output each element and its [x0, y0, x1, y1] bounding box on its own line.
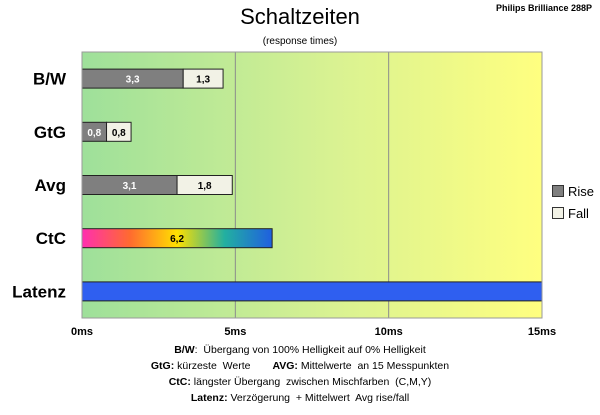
note-gtg-text: kürzeste Werte [174, 360, 251, 372]
note-latenz: Latenz: Verzögerung + Mittelwert Avg ris… [0, 392, 600, 404]
bar-fall-2 [176, 175, 233, 195]
note-ctc: CtC: längster Übergang zwischen Mischfar… [0, 376, 600, 388]
note-bw: B/W: Übergang von 100% Helligkeit auf 0%… [0, 344, 600, 356]
note-gtg-key: GtG: [150, 360, 175, 372]
chart-title: Schaltzeiten [240, 4, 360, 29]
category-label-4: Latenz [12, 282, 66, 301]
data-label-rise-0: 3,3 [126, 75, 140, 86]
data-label-rise-2: 3,1 [123, 181, 137, 192]
note-avg-key: AVG: [272, 360, 298, 372]
note-bw-text: : Übergang von 100% Helligkeit auf 0% He… [194, 344, 426, 356]
x-tick-label-10: 10ms [375, 326, 403, 338]
data-label-fall-0: 1,3 [196, 75, 210, 86]
data-label-ctc: 6,2 [170, 234, 184, 245]
note-ctc-key: CtC: [168, 376, 191, 388]
category-label-3: CtC [36, 229, 66, 248]
data-label-fall-1: 0,8 [112, 128, 126, 139]
legend-swatch-fall [552, 207, 564, 219]
legend-item-fall: Fall [552, 202, 594, 224]
x-tick-label-5: 5ms [224, 326, 246, 338]
bar-fall-1 [106, 121, 132, 142]
bar-latenz [81, 281, 543, 302]
legend: Rise Fall [552, 180, 594, 224]
plot-border [81, 51, 543, 319]
note-ctc-text: längster Übergang zwischen Mischfarben (… [190, 376, 432, 388]
category-label-2: Avg [35, 176, 67, 195]
data-label-rise-1: 0,8 [87, 128, 101, 139]
x-tick-label-0: 0ms [71, 326, 93, 338]
brand-label: Philips Brilliance 288P [495, 3, 592, 13]
legend-item-rise: Rise [552, 180, 594, 202]
category-label-1: GtG [34, 123, 66, 142]
data-label-fall-2: 1,8 [198, 181, 212, 192]
chart-subtitle: (response times) [262, 36, 338, 47]
legend-swatch-rise [552, 185, 564, 197]
note-bw-key: B/W [174, 344, 195, 356]
note-avg-text: Mittelwerte an 15 Messpunkten [297, 360, 450, 372]
note-latenz-key: Latenz: [190, 392, 228, 404]
category-label-0: B/W [33, 70, 67, 89]
legend-label-rise: Rise [568, 183, 595, 199]
x-tick-label-15: 15ms [528, 326, 556, 338]
bar-fall-0 [182, 68, 224, 89]
legend-label-fall: Fall [568, 205, 589, 221]
note-gtg-avg: GtG: kürzeste Werte AVG: Mittelwerte an 1… [0, 360, 600, 372]
note-latenz-text: Verzögerung + Mittelwert Avg rise/fall [227, 392, 410, 404]
